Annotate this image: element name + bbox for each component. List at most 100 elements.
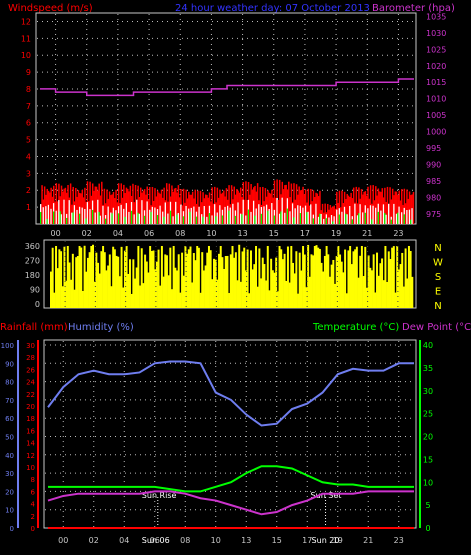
compass-label: W xyxy=(433,258,443,269)
gust-bar xyxy=(101,181,103,224)
windspeed-bar xyxy=(71,212,73,224)
direction-bar xyxy=(248,293,251,308)
direction-bar xyxy=(155,261,158,308)
windspeed-bar xyxy=(375,207,377,224)
wind-speed-tick-label: 9 xyxy=(26,68,31,77)
windspeed-bar xyxy=(356,215,359,224)
gust-bar xyxy=(191,191,194,224)
direction-bar xyxy=(339,254,342,308)
direction-bar xyxy=(337,246,340,308)
direction-bar xyxy=(244,270,247,308)
gust-bar xyxy=(186,198,189,224)
gust-bar xyxy=(82,197,85,224)
gust-bar xyxy=(338,190,341,224)
wind-avg-bar xyxy=(332,221,334,224)
gust-bar xyxy=(385,201,387,224)
gust-bar xyxy=(178,197,181,224)
windspeed-bar xyxy=(149,209,151,224)
gust-bar xyxy=(207,197,210,224)
wind-avg-bar xyxy=(234,215,237,224)
direction-bar xyxy=(221,257,224,308)
windspeed-bar xyxy=(76,209,78,224)
gust-bar xyxy=(46,188,48,224)
gust-bar xyxy=(160,189,163,224)
compass-label: E xyxy=(435,287,441,298)
gust-bar xyxy=(108,191,111,224)
gust-bar xyxy=(194,189,197,224)
wind-avg-bar xyxy=(169,210,172,224)
direction-bar xyxy=(290,246,293,308)
wind-x-tick-label: 13 xyxy=(237,229,247,238)
windspeed-bar xyxy=(367,208,369,224)
gust-bar xyxy=(90,195,93,224)
direction-bar xyxy=(313,246,316,308)
temperature-x-ticks: 00 02 04 06 08 10 13 15 17 19 21 23 xyxy=(58,536,404,545)
gust-bar xyxy=(390,199,393,224)
gust-bar xyxy=(132,183,134,224)
direction-bar xyxy=(226,255,229,308)
gust-bar xyxy=(212,203,215,224)
direction-bar xyxy=(55,246,58,308)
direction-bar xyxy=(261,257,264,308)
gust-bar xyxy=(339,207,342,224)
windspeed-bar xyxy=(265,204,268,224)
humidity-ticks: 0 10 20 30 40 50 60 70 80 90 100 xyxy=(1,340,19,533)
gust-bar xyxy=(116,202,119,224)
direction-bar xyxy=(88,252,91,308)
gust-bar xyxy=(80,193,82,224)
direction-bar xyxy=(107,265,110,308)
direction-bar xyxy=(312,255,315,308)
direction-bar xyxy=(238,244,241,308)
wind-avg-bar xyxy=(195,216,198,224)
gust-bar xyxy=(123,184,125,224)
wind-x-tick-label: 15 xyxy=(269,229,279,238)
temperature-tick-label: 15 xyxy=(423,455,433,464)
direction-bar xyxy=(132,259,135,308)
windspeed-bar xyxy=(154,207,156,224)
direction-bar xyxy=(192,253,195,308)
windspeed-bar xyxy=(284,212,286,224)
gust-bar xyxy=(162,197,164,224)
direction-bar xyxy=(317,247,320,308)
direction-bar xyxy=(362,276,365,308)
wind-avg-bar xyxy=(273,215,276,224)
gust-bar xyxy=(386,186,389,224)
gust-bar xyxy=(298,186,300,224)
gust-bar xyxy=(163,187,165,224)
gust-bar xyxy=(204,194,207,224)
gust-bar xyxy=(251,189,254,224)
gust-bar xyxy=(128,191,130,224)
wind-avg-bar xyxy=(247,209,250,224)
direction-bar xyxy=(182,275,185,308)
direction-bar xyxy=(93,281,96,308)
direction-bar xyxy=(330,264,333,308)
gust-bar xyxy=(145,194,147,224)
wind-speed-tick-label: 8 xyxy=(26,85,31,94)
direction-bar xyxy=(172,246,175,308)
direction-bar xyxy=(137,246,140,308)
windspeed-axis-label: Windspeed (m/s) xyxy=(8,3,93,14)
gust-bar xyxy=(264,188,267,224)
gust-bar xyxy=(295,184,298,224)
windspeed-bar xyxy=(193,206,195,224)
windspeed-bar xyxy=(239,213,242,224)
direction-bar xyxy=(71,253,74,308)
gust-bar xyxy=(143,189,146,224)
gust-bar xyxy=(176,192,178,224)
direction-bar xyxy=(181,252,184,308)
gust-bar xyxy=(328,209,330,224)
direction-bar xyxy=(204,265,207,308)
windspeed-bar xyxy=(107,206,110,224)
direction-bar xyxy=(310,254,313,308)
gust-bar xyxy=(85,201,87,224)
wind-avg-bar xyxy=(98,211,100,224)
windspeed-bar xyxy=(323,218,325,224)
direction-bar xyxy=(374,292,377,308)
gust-bar xyxy=(303,194,306,224)
gust-bar xyxy=(167,201,169,224)
direction-bar xyxy=(164,254,167,308)
gust-bar xyxy=(221,192,224,224)
windspeed-bar xyxy=(343,206,346,224)
direction-bar xyxy=(56,268,59,308)
windspeed-bar xyxy=(45,206,47,224)
